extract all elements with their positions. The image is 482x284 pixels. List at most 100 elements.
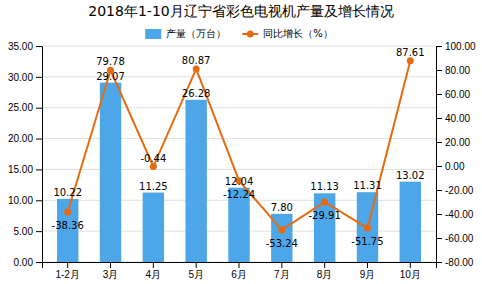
x-tick-mark <box>153 262 154 268</box>
y-tick-mark <box>36 200 42 201</box>
marker <box>278 226 285 233</box>
y-tick-label: 20.00 <box>8 133 33 144</box>
x-tick-label: 10月 <box>400 269 421 280</box>
marker <box>364 225 371 232</box>
x-tick-mark <box>410 262 411 268</box>
y2-tick-label: 60.00 <box>445 89 470 100</box>
legend-item: 同比增长（%） <box>242 28 333 39</box>
y-tick-label: 30.00 <box>8 72 33 83</box>
axis-line <box>437 47 443 263</box>
legend-item: 产量（万台） <box>145 28 226 39</box>
x-tick: 1-2月 <box>55 262 79 280</box>
line-label: -38.36 <box>52 220 84 231</box>
line-label: -29.91 <box>309 210 341 221</box>
x-tick-mark <box>196 262 197 268</box>
x-tick-label: 5月 <box>188 269 204 280</box>
bar-label: 10.22 <box>53 187 82 198</box>
y2-tick: -80.00 <box>436 257 474 268</box>
y2-tick-label: -80.00 <box>445 257 474 268</box>
y2-tick: -40.00 <box>436 209 474 220</box>
y-tick-mark <box>36 46 42 47</box>
x-tick-label: 9月 <box>360 269 376 280</box>
y2-tick: 0.00 <box>436 161 465 172</box>
y-tick-label: 10.00 <box>8 195 33 206</box>
y-tick: 15.00 <box>8 164 42 175</box>
y-tick-mark <box>36 139 42 140</box>
y2-tick-label: -20.00 <box>445 185 474 196</box>
legend: 产量（万台） 同比增长（%） <box>145 28 333 39</box>
x-tick: 4月 <box>146 262 162 280</box>
line-label: -51.75 <box>351 236 383 247</box>
plot: 1-2月 3月 4月 5月 6月 7月 8月 9月 10月 0.00 5.00 10.00 15.00 2… <box>8 41 476 280</box>
y2-tick-mark <box>436 94 442 95</box>
y-tick: 30.00 <box>8 72 42 83</box>
bar-label: 13.02 <box>396 170 425 181</box>
y-tick: 5.00 <box>14 226 42 237</box>
y2-tick: -20.00 <box>436 185 474 196</box>
x-tick-mark <box>367 262 368 268</box>
y2-tick-label: 80.00 <box>445 65 470 76</box>
y2-tick: 20.00 <box>436 137 470 148</box>
legend-label: 同比增长（%） <box>263 28 333 39</box>
x-tick-label: 7月 <box>274 269 290 280</box>
y2-tick-mark <box>436 262 442 263</box>
line-label: -0.44 <box>140 153 166 164</box>
bar <box>314 193 335 262</box>
y2-tick-label: -60.00 <box>445 233 474 244</box>
y2-tick-label: 20.00 <box>445 137 470 148</box>
y2-tick-mark <box>436 238 442 239</box>
x-tick-label: 1-2月 <box>55 269 79 280</box>
bar-label: 26.28 <box>182 88 211 99</box>
bar <box>400 182 421 262</box>
y-tick-label: 15.00 <box>8 164 33 175</box>
title: 2018年1-10月辽宁省彩色电视机产量及增长情况 <box>88 3 393 19</box>
y2-tick-label: 0.00 <box>445 161 465 172</box>
y2-tick-label: -40.00 <box>445 209 474 220</box>
y-tick: 35.00 <box>8 41 42 52</box>
marker <box>321 198 328 205</box>
bar <box>143 193 164 262</box>
bar-series <box>57 83 421 262</box>
x-tick-label: 8月 <box>317 269 333 280</box>
y-tick-label: 25.00 <box>8 102 33 113</box>
x-tick: 8月 <box>317 262 333 280</box>
grid-line <box>42 46 436 47</box>
y2-tick-mark <box>436 142 442 143</box>
y-tick: 20.00 <box>8 133 42 144</box>
x-tick: 3月 <box>103 262 119 280</box>
x-tick-label: 4月 <box>146 269 162 280</box>
line-label: 87.61 <box>396 47 425 58</box>
y-tick-label: 35.00 <box>8 41 33 52</box>
y2-tick-mark <box>436 214 442 215</box>
axis-line <box>36 47 43 263</box>
x-tick-mark <box>67 262 68 268</box>
line-label: 79.78 <box>96 56 125 67</box>
x-tick: 10月 <box>400 262 421 280</box>
line-label: 80.87 <box>182 55 211 66</box>
x-tick-label: 6月 <box>231 269 247 280</box>
x-axis: 1-2月 3月 4月 5月 6月 7月 8月 9月 10月 <box>43 262 437 280</box>
y-tick-mark <box>36 108 42 109</box>
y-tick-mark <box>36 169 42 170</box>
axis-line <box>43 263 437 269</box>
y-tick: 10.00 <box>8 195 42 206</box>
x-tick: 9月 <box>360 262 376 280</box>
x-tick-mark <box>110 262 111 268</box>
bar-label: 29.07 <box>96 71 125 82</box>
bar-label: 11.31 <box>353 180 382 191</box>
y2-tick-mark <box>436 46 442 47</box>
marks <box>57 57 421 262</box>
y-tick-mark <box>36 262 42 263</box>
grid <box>42 46 436 262</box>
y-tick-label: 5.00 <box>14 226 34 237</box>
marker <box>193 65 200 72</box>
x-tick-mark <box>239 262 240 268</box>
marker <box>64 209 71 216</box>
line-label: -53.24 <box>266 238 298 249</box>
x-tick-mark <box>281 262 282 268</box>
y2-tick-mark <box>436 166 442 167</box>
data-labels: 10.2229.0711.2526.2812.047.8011.1311.311… <box>52 47 425 249</box>
bar <box>185 100 206 262</box>
y-tick: 0.00 <box>14 257 42 268</box>
x-tick: 6月 <box>231 262 247 280</box>
